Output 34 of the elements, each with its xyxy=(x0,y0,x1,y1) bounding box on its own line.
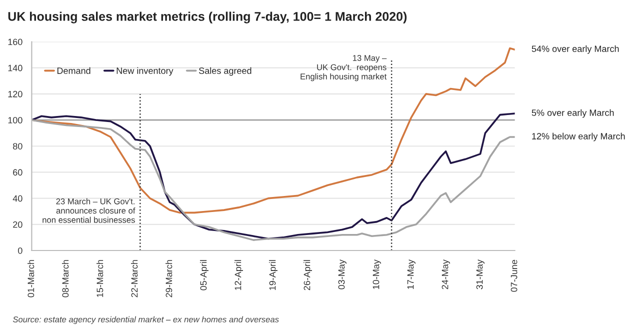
legend-label: Sales agreed xyxy=(198,67,252,76)
y-tick-label: 20 xyxy=(13,221,22,228)
ref-line-label: 13 May – UK Gov't. reopens English housing market xyxy=(300,55,387,82)
y-tick-label: 0 xyxy=(18,247,22,254)
ref-line-label: 23 March – UK Gov't. announces closure of non essential businesses xyxy=(42,198,136,223)
legend-label: Demand xyxy=(57,67,90,74)
x-tick-label: 10-May xyxy=(372,260,381,289)
x-tick-label: 31-May xyxy=(476,260,485,290)
x-tick-label: 08-March xyxy=(62,260,69,298)
x-tick-label: 24-May xyxy=(442,260,450,290)
annotation: 5% over early March xyxy=(532,109,614,118)
x-tick-label: 12-April xyxy=(234,260,243,290)
chart-title: UK housing sales market metrics (rolling 7-day, 100= 1 March 2020) xyxy=(8,12,407,24)
x-tick-label: 01-March xyxy=(27,260,34,298)
x-tick-label: 15-March xyxy=(96,260,104,297)
x-tick-label: 22-March xyxy=(131,260,138,298)
source-note: Source: estate agency residential market – ex new homes and overseas xyxy=(12,316,279,324)
y-tick-label: 140 xyxy=(8,64,22,72)
x-tick-label: 07-June xyxy=(510,260,518,292)
x-tick-label: 17-May xyxy=(407,260,416,289)
x-tick-label: 03-May xyxy=(338,260,346,290)
y-tick-label: 40 xyxy=(12,195,22,202)
y-tick-label: 100 xyxy=(8,117,22,124)
y-tick-label: 120 xyxy=(8,90,22,98)
x-tick-label: 29-March xyxy=(166,260,172,298)
x-tick-label: 19-April xyxy=(269,260,278,290)
y-tick-label: 60 xyxy=(13,169,22,176)
annotation: 54% over early March xyxy=(532,45,619,54)
y-tick-label: 80 xyxy=(13,143,22,150)
legend-label: New inventory xyxy=(116,67,174,76)
x-tick-label: 26-April xyxy=(304,260,312,290)
x-tick-label: 05-April xyxy=(200,260,208,290)
annotation: 12% below early March xyxy=(532,132,625,142)
y-tick-label: 160 xyxy=(8,38,22,46)
